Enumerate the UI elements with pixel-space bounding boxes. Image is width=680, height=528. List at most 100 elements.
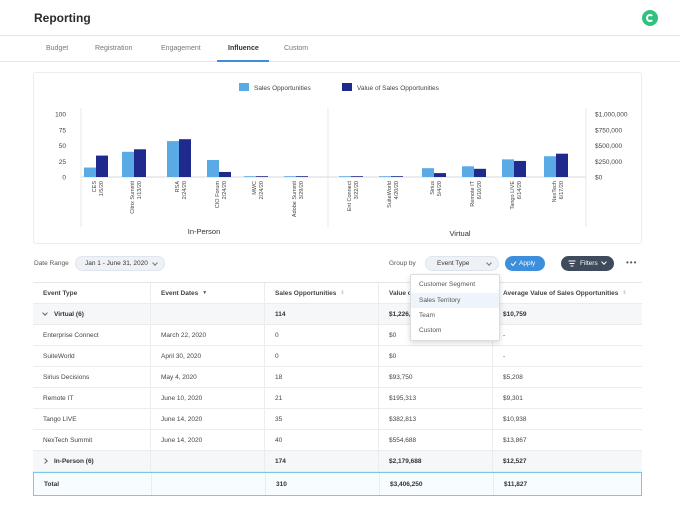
x-tick-label: 3/29/20 — [299, 181, 305, 199]
tab-custom[interactable]: Custom — [284, 45, 309, 52]
cell-value: $382,813 — [378, 409, 492, 429]
cell-value: $554,688 — [378, 430, 492, 450]
x-tick-label-group: SuiteWorld 4/20/20 — [387, 181, 400, 208]
table-row[interactable]: Tango LIVE June 14, 2020 35 $382,813 $10,938 — [33, 409, 642, 430]
group-dates — [150, 304, 264, 324]
bar-value-of-sales-opportunities — [256, 176, 268, 177]
y-right-tick-label: $500,000 — [595, 143, 622, 150]
table-row[interactable]: Enterprise Connect March 22, 2020 0 $0- — [33, 325, 642, 346]
bar-value-of-sales-opportunities — [556, 153, 568, 177]
dropdown-option-customer-segment[interactable]: Customer Segment — [419, 281, 475, 288]
column-header-event-type[interactable]: Event Type — [43, 289, 78, 297]
bar-sales-opportunities — [502, 159, 514, 177]
apply-button[interactable]: Apply — [505, 256, 545, 271]
x-tick-label: Citrix Summit — [130, 181, 136, 214]
cell-avg-value: - — [492, 325, 642, 345]
cell-sales-opps: 0 — [264, 325, 378, 345]
group-avg: $12,527 — [492, 451, 642, 471]
chevron-right-icon[interactable] — [42, 458, 48, 464]
y-left-tick-label: 25 — [59, 159, 67, 166]
x-tick-label: 5/4/20 — [437, 181, 443, 196]
x-tick-label: Ent Connect — [347, 181, 353, 212]
app-header: Reporting — [0, 0, 680, 36]
cell-event-type: Tango LIVE — [43, 415, 77, 423]
x-tick-label-group: Citrix Summit 1/13/20 — [130, 181, 143, 214]
x-tick-label-group: Tango LIVE 6/14/20 — [510, 181, 523, 210]
bar-value-of-sales-opportunities — [351, 176, 363, 177]
cell-event-dates: June 14, 2020 — [150, 430, 264, 450]
cell-avg-value: - — [492, 346, 642, 366]
tab-budget[interactable]: Budget — [46, 45, 69, 52]
more-options-icon[interactable]: ••• — [626, 258, 638, 267]
x-tick-label: MWC — [252, 181, 258, 195]
cell-event-dates: March 22, 2020 — [150, 325, 264, 345]
table-header-row: Event Type Event Dates ▼ Sales Opportunit… — [33, 282, 642, 304]
chevron-down-icon — [152, 260, 158, 266]
cell-avg-value: $13,867 — [492, 430, 642, 450]
dropdown-option-sales-territory[interactable]: Sales Territory — [411, 293, 499, 308]
cell-value: $93,750 — [378, 367, 492, 387]
cell-event-dates: June 10, 2020 — [150, 388, 264, 408]
brand-logo-icon[interactable] — [642, 10, 658, 26]
cell-value: $195,313 — [378, 388, 492, 408]
y-left-tick-label: 75 — [59, 127, 67, 134]
x-tick-label: 1/13/20 — [137, 181, 143, 199]
x-tick-label: CIO Forum — [215, 181, 221, 209]
y-left-tick-label: 50 — [59, 143, 67, 150]
table-row[interactable]: SuiteWorld April 30, 2020 0 $0- — [33, 346, 642, 367]
cell-sales-opps: 35 — [264, 409, 378, 429]
dropdown-option-custom[interactable]: Custom — [419, 327, 442, 334]
tab-registration[interactable]: Registration — [95, 45, 133, 52]
y-left-tick-label: 100 — [55, 112, 66, 119]
x-tick-label: 6/17/20 — [559, 181, 565, 199]
x-tick-label: 2/24/20 — [182, 181, 188, 199]
table-group-row-in-person[interactable]: In-Person (6) 174 $2,179,688 $12,527 — [33, 451, 642, 472]
group-label-in-person: In-Person — [188, 227, 221, 236]
cell-avg-value: $10,938 — [492, 409, 642, 429]
table-row[interactable]: Remote IT June 10, 2020 21 $195,313 $9,301 — [33, 388, 642, 409]
group-by-select[interactable]: Event Type — [425, 256, 499, 271]
cell-event-type: SuiteWorld — [43, 352, 75, 360]
tab-influence[interactable]: Influence — [228, 45, 259, 52]
cell-event-type: Sirius Decisions — [43, 373, 90, 381]
table-group-row-virtual[interactable]: Virtual (6) 114 $1,226,5 $10,759 — [33, 304, 642, 325]
bar-sales-opportunities — [84, 167, 96, 177]
total-label: Total — [44, 480, 60, 488]
tab-engagement[interactable]: Engagement — [161, 45, 201, 52]
group-by-dropdown-menu: Customer Segment Sales Territory Team Cu… — [410, 274, 500, 341]
filters-button[interactable]: Filters — [561, 256, 614, 271]
legend-label: Sales Opportunities — [254, 85, 311, 92]
y-right-tick-label: $750,000 — [595, 127, 622, 134]
y-right-tick-label: $1,000,000 — [595, 112, 628, 119]
x-tick-label: 2/24/20 — [259, 181, 265, 199]
table-row[interactable]: Sirius Decisions May 4, 2020 18 $93,750 $5,2… — [33, 367, 642, 388]
chevron-down-icon — [601, 259, 607, 265]
cell-event-dates: June 14, 2020 — [150, 409, 264, 429]
date-range-label: Date Range — [34, 260, 69, 267]
tab-bar: Budget Registration Engagement Influence… — [0, 36, 680, 62]
x-tick-label: SuiteWorld — [387, 181, 393, 208]
y-left-tick-label: 0 — [62, 175, 66, 182]
dropdown-option-team[interactable]: Team — [419, 312, 435, 319]
cell-event-type: Remote IT — [43, 394, 74, 402]
page-title: Reporting — [34, 11, 91, 25]
column-header-event-dates[interactable]: Event Dates ▼ — [150, 283, 264, 303]
group-dates — [150, 451, 264, 471]
bar-chart: Sales Opportunities Value of Sales Opport… — [55, 83, 628, 238]
bar-sales-opportunities — [284, 176, 296, 177]
group-by-value: Event Type — [437, 260, 470, 267]
table-row[interactable]: NexTech Summit June 14, 2020 40 $554,688 $13… — [33, 430, 642, 451]
bar-sales-opportunities — [544, 156, 556, 177]
column-header-average-value[interactable]: Average Value of Sales Opportunities ⇕ — [492, 283, 642, 303]
sort-desc-icon: ▼ — [202, 290, 208, 296]
x-tick-label-group: Sirius 5/4/20 — [430, 181, 443, 197]
column-header-value[interactable]: Value o — [378, 283, 492, 303]
x-tick-label-group: CIO Forum 2/24/20 — [215, 181, 228, 209]
group-label: Virtual (6) — [54, 310, 84, 318]
chevron-down-icon[interactable] — [42, 309, 48, 316]
date-range-select[interactable]: Jan 1 - June 31, 2020 — [75, 256, 165, 271]
sort-icon: ⇕ — [340, 290, 345, 296]
x-tick-label-group: NexTech 6/17/20 — [552, 181, 565, 202]
bar-sales-opportunities — [379, 176, 391, 177]
column-header-sales-opportunities[interactable]: Sales Opportunities ⇕ — [264, 283, 378, 303]
